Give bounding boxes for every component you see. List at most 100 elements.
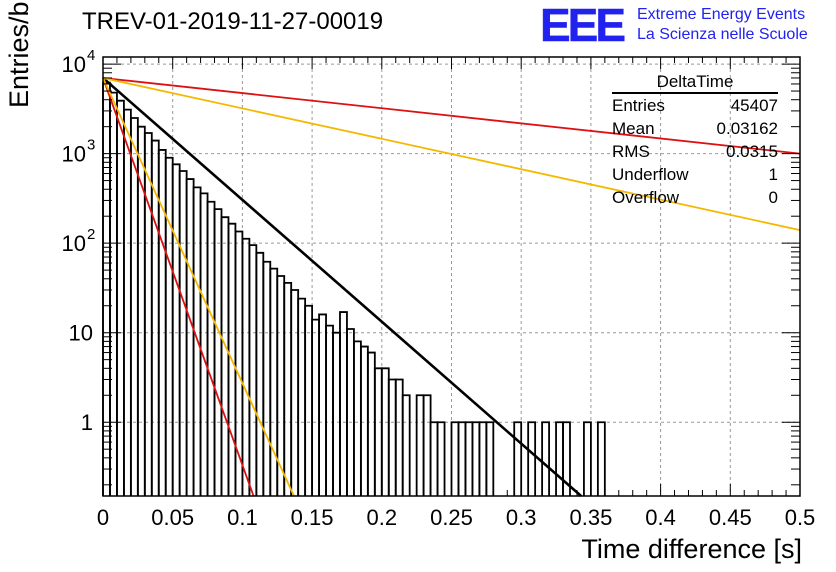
stats-value: 0.03162 — [716, 119, 778, 138]
histogram-bin — [283, 281, 293, 496]
bound-line — [102, 77, 295, 497]
y-tick-label: 10 — [69, 321, 93, 346]
histogram-bin — [255, 251, 265, 496]
histogram-bin — [527, 421, 537, 496]
histogram-bin — [129, 117, 139, 496]
histogram-bin — [380, 367, 390, 496]
histogram-bin — [164, 156, 174, 496]
stats-row: Mean 0.03162 — [612, 117, 778, 140]
histogram-bin — [387, 378, 397, 496]
histogram-bin — [185, 178, 195, 496]
x-tick-label: 0.2 — [367, 505, 398, 530]
histogram-bin — [478, 421, 488, 496]
histogram-bin — [116, 99, 125, 496]
x-tick-label: 0.25 — [430, 505, 473, 530]
stats-value: 0 — [768, 188, 778, 207]
histogram-bin — [415, 394, 425, 496]
histogram-bin — [262, 260, 272, 496]
histogram-bin — [457, 421, 467, 496]
x-tick-label: 0.45 — [709, 505, 752, 530]
fit-line — [102, 76, 582, 497]
histogram-bin — [596, 421, 606, 496]
stats-value: 0.0315 — [726, 142, 778, 161]
stats-label: Overflow — [612, 188, 680, 207]
histogram-bin — [562, 421, 571, 496]
histogram-bin — [199, 192, 209, 496]
histogram-bin — [541, 421, 550, 496]
stats-value: 1 — [768, 165, 778, 184]
histogram-bin — [464, 421, 474, 496]
histogram-bin — [325, 324, 334, 496]
histogram-bin — [394, 378, 404, 496]
histogram-bin — [450, 421, 460, 496]
histogram-bin — [332, 331, 341, 496]
x-tick-label: 0.35 — [569, 505, 612, 530]
fit-curves — [102, 76, 801, 497]
stats-row: Overflow 0 — [612, 186, 778, 209]
logo-line-1: Extreme Energy Events — [637, 6, 806, 23]
x-tick-label: 0.4 — [645, 505, 676, 530]
histogram-bin — [241, 237, 251, 496]
histogram-bin — [178, 170, 188, 496]
histogram-bin — [422, 394, 432, 496]
stats-row: Underflow 1 — [612, 163, 778, 186]
stats-title: DeltaTime — [612, 72, 778, 94]
y-axis-label: Entries/bin — [4, 0, 34, 108]
x-tick-label: 0.5 — [785, 505, 816, 530]
histogram-bin — [220, 216, 230, 496]
histogram-bin — [359, 345, 369, 496]
histogram-bin — [269, 267, 279, 496]
y-tick-label: 10 — [62, 231, 86, 256]
stats-box: DeltaTime Entries 45407 Mean 0.03162 RMS… — [612, 72, 778, 209]
histogram-bin — [346, 328, 355, 496]
histogram-bin — [353, 340, 362, 496]
axis-ticks — [102, 57, 801, 496]
y-tick-label: 10 — [62, 142, 86, 167]
histogram — [102, 81, 606, 496]
x-tick-label: 0.15 — [291, 505, 334, 530]
histogram-bin — [297, 297, 307, 496]
x-tick-label: 0.3 — [506, 505, 537, 530]
histogram-bin — [583, 421, 592, 496]
y-tick-label: 10 — [62, 52, 86, 77]
histogram-bin — [102, 81, 111, 496]
histogram-bin — [339, 311, 348, 496]
histogram-bin — [213, 208, 223, 496]
histogram-bin — [171, 163, 181, 496]
y-tick-exponent: 4 — [87, 47, 95, 64]
histogram-bin — [401, 394, 411, 496]
eee-logo-text: Extreme Energy Events La Scienza nelle S… — [637, 5, 808, 45]
x-axis-label: Time difference [s] — [581, 534, 802, 564]
histogram-bin — [304, 304, 313, 496]
histogram-bin — [373, 367, 383, 496]
x-tick-label: 0.1 — [227, 505, 258, 530]
stats-row: RMS 0.0315 — [612, 140, 778, 163]
bound-line — [102, 77, 801, 231]
stats-label: Underflow — [612, 165, 689, 184]
histogram-bin — [436, 421, 446, 496]
eee-logo-mark: EEE — [540, 0, 627, 51]
y-tick-label: 1 — [81, 410, 93, 435]
histogram-bin — [513, 421, 523, 496]
histogram-bin — [318, 313, 327, 496]
stats-label: Entries — [612, 96, 665, 115]
histogram-bin — [485, 421, 495, 496]
x-tick-label: 0.05 — [151, 505, 194, 530]
histogram-bin — [123, 108, 132, 496]
x-tick-label: 0 — [97, 505, 109, 530]
stats-value: 45407 — [730, 96, 778, 115]
axis-tick-labels: 0 0.05 0.1 0.15 0.2 0.25 0.3 0.35 0.4 0.45 0.51101… — [62, 47, 816, 530]
histogram-bin — [429, 421, 439, 496]
histogram-bin — [555, 421, 564, 496]
stats-label: RMS — [612, 142, 650, 161]
histogram-bin — [290, 289, 300, 496]
stats-label: Mean — [612, 119, 655, 138]
stats-row: Entries 45407 — [612, 94, 778, 117]
histogram-bin — [366, 351, 376, 496]
y-tick-exponent: 3 — [87, 137, 95, 154]
logo-line-2: La Scienza nelle Scuole — [637, 26, 808, 43]
histogram-bin — [311, 318, 320, 496]
histogram-bin — [143, 132, 153, 496]
histogram-bin — [206, 200, 216, 496]
